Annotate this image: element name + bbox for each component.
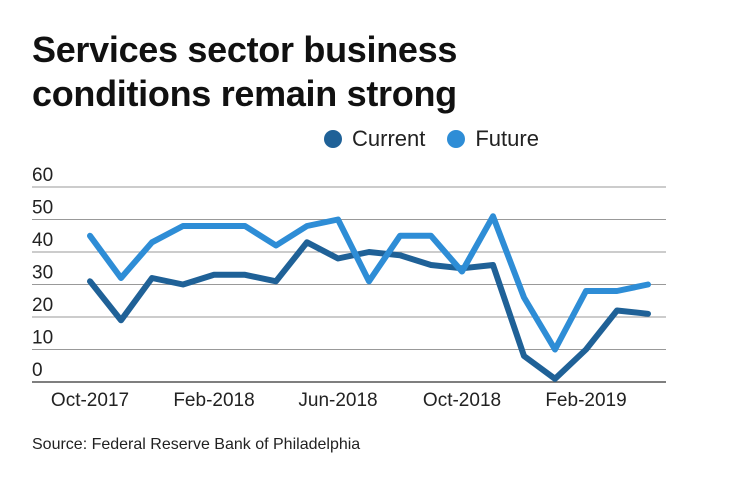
series-lines [87, 213, 651, 382]
y-axis-ticks: 0 10 20 30 40 50 60 [32, 165, 53, 381]
grid-lines [32, 186, 666, 383]
chart-title-line-2: conditions remain strong [32, 73, 457, 114]
y-tick-label: 40 [32, 230, 53, 251]
legend: Current Future [324, 126, 561, 152]
x-tick-label: Oct-2017 [51, 390, 129, 411]
x-axis-ticks: Oct-2017 Feb-2018 Jun-2018 Oct-2018 Feb-2019 [51, 390, 627, 411]
legend-label-future: Future [475, 126, 539, 151]
x-tick-label: Oct-2018 [423, 390, 501, 411]
legend-swatch-future [447, 130, 466, 148]
chart-title: Services sector business conditions rema… [32, 28, 712, 116]
y-tick-label: 60 [32, 165, 53, 186]
series-line-future [87, 213, 651, 353]
y-tick-label: 0 [32, 360, 43, 381]
x-tick-label: Feb-2018 [173, 390, 254, 411]
legend-swatch-current [324, 130, 342, 148]
x-tick-label: Feb-2019 [545, 390, 626, 411]
source-note: Source: Federal Reserve Bank of Philadel… [32, 436, 361, 453]
x-tick-label: Jun-2018 [298, 390, 377, 411]
legend-label-current: Current [352, 126, 426, 151]
y-tick-label: 30 [32, 263, 53, 284]
y-tick-label: 20 [32, 295, 53, 316]
legend-item-future: Future [447, 126, 539, 152]
y-tick-label: 50 [32, 198, 53, 219]
legend-item-current: Current [324, 126, 425, 152]
series-line-current [87, 239, 651, 382]
y-tick-label: 10 [32, 328, 53, 349]
chart-title-line-1: Services sector business [32, 29, 458, 70]
